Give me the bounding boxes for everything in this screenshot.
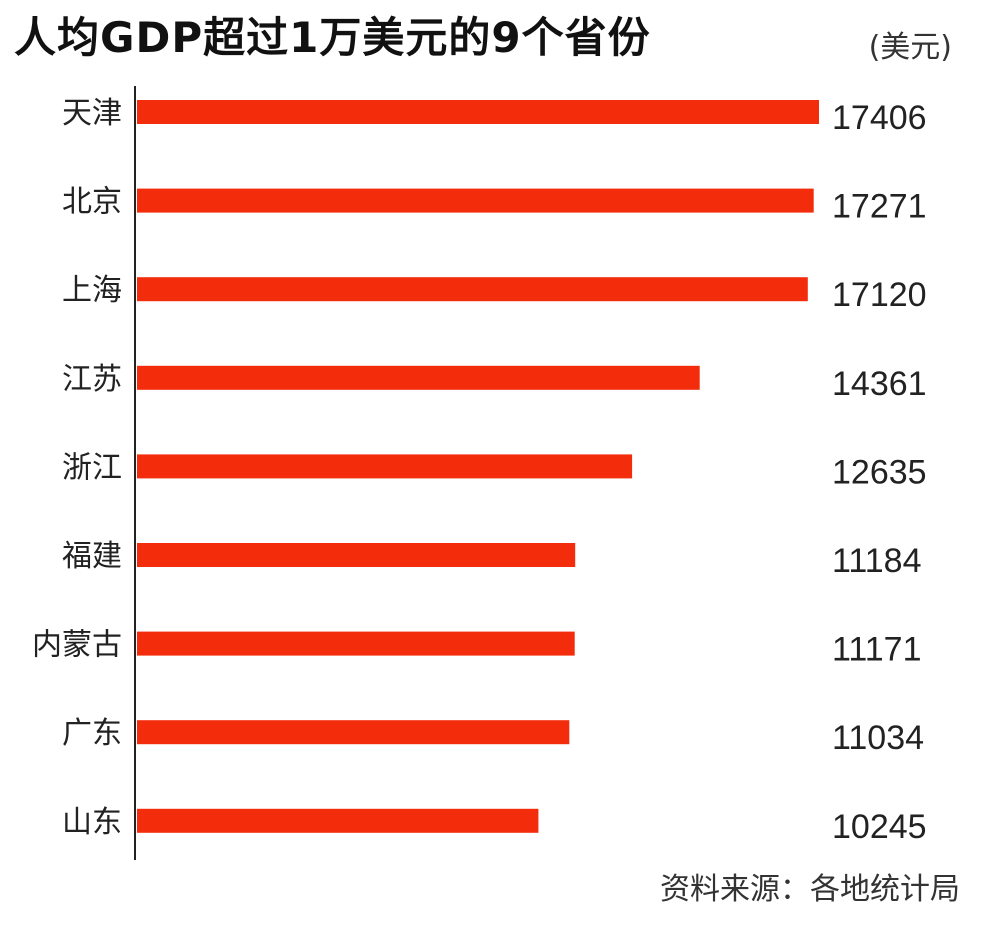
bar [137, 365, 700, 390]
bar [137, 720, 570, 745]
bar [137, 454, 633, 479]
value-label: 17406 [832, 99, 927, 137]
chart-title: 人均GDP超过1万美元的9个省份 [14, 13, 651, 62]
bar [137, 631, 575, 656]
unit-label: (美元) [868, 30, 952, 65]
bar [137, 808, 539, 833]
value-label: 11171 [832, 631, 922, 669]
category-label: 浙江 [62, 450, 122, 485]
value-label: 17120 [832, 276, 927, 314]
bar-group: 天津 17406 北京 17271 上海 17120 江苏 14361 浙江 12635 福建 111… [32, 96, 927, 846]
bar [137, 543, 576, 567]
bar [137, 277, 808, 302]
category-label: 天津 [62, 96, 122, 131]
value-label: 11034 [832, 719, 924, 757]
value-label: 17271 [832, 188, 927, 226]
category-label: 福建 [62, 539, 122, 574]
source-note: 资料来源：各地统计局 [660, 872, 960, 907]
category-label: 广东 [62, 716, 122, 751]
category-label: 山东 [62, 805, 122, 840]
value-label: 10245 [832, 808, 927, 846]
category-label: 上海 [62, 273, 122, 308]
bar [137, 188, 814, 213]
value-label: 14361 [832, 365, 927, 403]
bar [137, 100, 819, 124]
value-label: 12635 [832, 453, 927, 491]
value-label: 11184 [832, 542, 922, 580]
category-label: 江苏 [62, 362, 122, 397]
category-label: 北京 [62, 185, 122, 220]
category-label: 内蒙古 [32, 628, 122, 663]
